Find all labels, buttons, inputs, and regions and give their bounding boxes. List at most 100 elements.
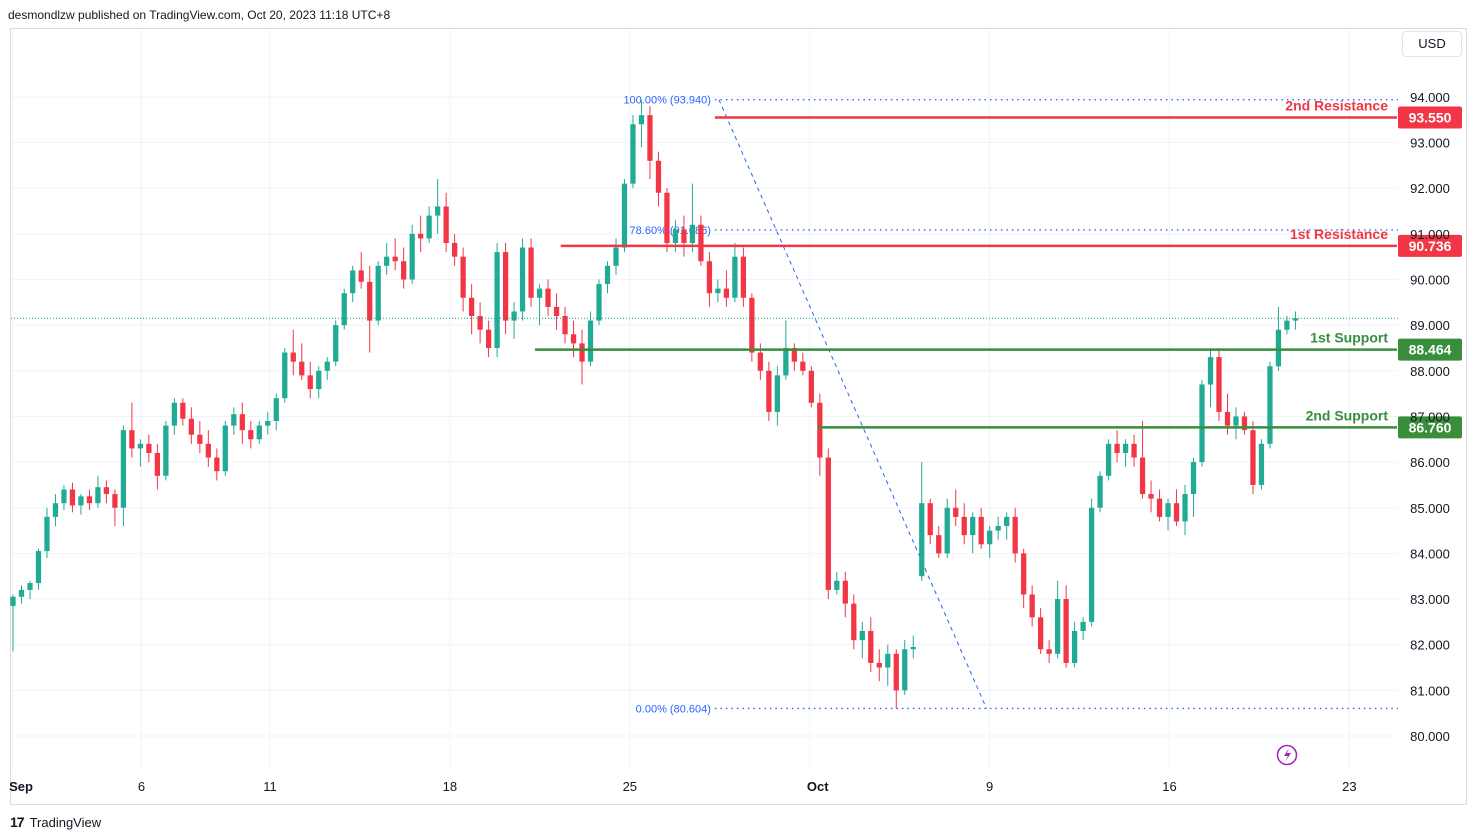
level-price-badge <box>1398 416 1462 439</box>
candle-down <box>112 494 118 508</box>
candle-down <box>698 224 704 262</box>
candle-down <box>180 402 186 419</box>
candle-down <box>154 452 161 476</box>
tradingview-logo-icon: 17 <box>10 814 25 830</box>
currency-selector[interactable]: USD <box>1402 31 1462 57</box>
candle-down <box>1139 457 1146 495</box>
candle-down <box>1131 443 1137 458</box>
fib-level-label: 0.00% (80.604) <box>636 703 711 715</box>
candle-down <box>146 443 152 453</box>
candle-up <box>995 526 1001 531</box>
candle-up <box>256 425 262 440</box>
candle-down <box>817 402 823 458</box>
candle-up <box>27 583 33 590</box>
candle-down <box>655 160 662 193</box>
candle-up <box>621 183 628 248</box>
price-tick-label: 94.000 <box>1410 90 1450 105</box>
price-tick-label: 91.000 <box>1410 227 1450 242</box>
candle-up <box>333 325 339 362</box>
candle-down <box>842 580 848 604</box>
candle-down <box>1156 498 1163 517</box>
time-tick-label: Oct <box>807 779 829 794</box>
time-tick-label: 18 <box>443 779 457 794</box>
candle-up <box>715 288 721 294</box>
candle-up <box>222 425 228 472</box>
candle-down <box>927 503 933 536</box>
candle-down <box>681 229 687 243</box>
candle-up <box>1275 329 1282 367</box>
time-tick-label: Sep <box>9 779 33 794</box>
candle-down <box>766 370 772 412</box>
candle-down <box>451 242 458 257</box>
candle-down <box>502 252 509 321</box>
candle-up <box>1165 503 1171 517</box>
candle-up <box>375 265 381 321</box>
price-tick-label: 88.000 <box>1410 364 1450 379</box>
grid-lines <box>11 29 1398 770</box>
level-name: 1st Support <box>1310 330 1388 346</box>
candle-up <box>944 507 950 554</box>
candle-down <box>239 414 245 431</box>
candle-down <box>248 430 254 440</box>
candle-up <box>61 489 67 504</box>
candle-up <box>859 631 865 641</box>
candle-down <box>545 288 551 307</box>
candle-down <box>1063 599 1069 663</box>
candle-down <box>214 457 220 472</box>
candle-up <box>426 215 432 239</box>
candle-down <box>392 256 398 262</box>
candle-down <box>197 434 203 444</box>
candle-up <box>273 398 279 422</box>
level-name: 1st Resistance <box>1290 226 1388 242</box>
candle-down <box>103 487 110 495</box>
candle-down <box>205 443 211 458</box>
candle-up <box>1004 516 1010 527</box>
candle-up <box>324 361 330 371</box>
candle-down <box>825 457 831 590</box>
candle-up <box>282 352 288 399</box>
candle-up <box>1207 357 1214 385</box>
candle-down <box>1012 516 1018 554</box>
time-tick-label: 16 <box>1162 779 1176 794</box>
level-price-value: 90.736 <box>1409 238 1452 254</box>
candle-down <box>570 334 577 344</box>
candle-up <box>10 596 16 606</box>
lightning-icon[interactable] <box>1276 744 1298 766</box>
candle-up <box>316 370 322 390</box>
support-resistance-levels: 2nd Resistance 93.550 1st Resistance 90.736… <box>535 97 1462 439</box>
candle-down <box>757 352 764 371</box>
candle-up <box>630 124 636 184</box>
candle-down <box>893 653 899 691</box>
price-tick-label: 80.000 <box>1410 729 1450 744</box>
candle-up <box>689 224 696 243</box>
candle-up <box>1267 366 1273 444</box>
candle-up <box>672 229 679 243</box>
publisher-attribution: desmondlzw published on TradingView.com,… <box>8 8 391 22</box>
candle-up <box>1190 462 1197 495</box>
level-price-badge <box>1398 338 1462 361</box>
candle-up <box>596 284 602 321</box>
candle-down <box>418 233 424 239</box>
candle-up <box>919 503 925 577</box>
candle-up <box>910 646 916 650</box>
candle-down <box>367 281 373 321</box>
candle-up <box>1122 443 1129 453</box>
candles <box>10 99 1398 709</box>
price-tick-label: 92.000 <box>1410 181 1450 196</box>
candle-down <box>129 430 135 449</box>
candle-down <box>477 316 483 330</box>
candle-up <box>1233 416 1239 426</box>
candle-down <box>978 516 984 545</box>
candle-down <box>1038 617 1044 650</box>
brand-name: TradingView <box>29 814 102 830</box>
candle-down <box>961 516 967 536</box>
candle-down <box>188 418 194 435</box>
candle-down <box>401 261 407 280</box>
fib-trend-line <box>718 99 987 709</box>
price-tick-label: 89.000 <box>1410 318 1450 333</box>
candle-down <box>553 306 560 317</box>
candle-up <box>970 516 976 536</box>
candle-down <box>562 316 568 335</box>
candle-up <box>1088 507 1095 622</box>
